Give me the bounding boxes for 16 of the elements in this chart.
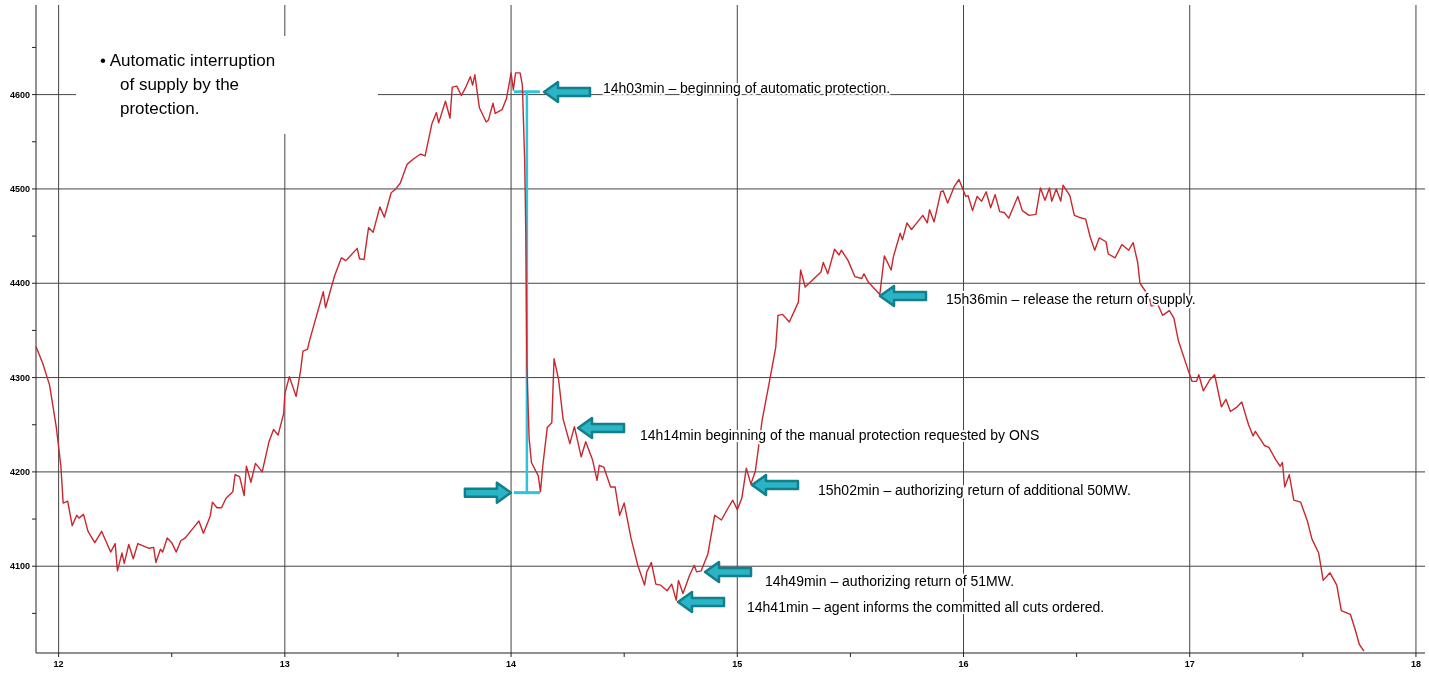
y-tick-label: 4400 (9, 278, 30, 289)
x-tick-label: 18 (1410, 659, 1421, 669)
x-tick-label: 17 (1184, 659, 1195, 669)
y-tick-label: 4600 (9, 89, 30, 100)
y-tick-label: 4300 (9, 372, 30, 383)
line-series (35, 72, 1365, 652)
annotation: • Automatic interruption of supply by the protection. (100, 51, 276, 118)
x-tick-label: 15 (732, 659, 743, 669)
x-tick-label: 14 (506, 659, 517, 669)
y-tick-label: 4500 (9, 184, 30, 195)
y-tick-label: 4100 (9, 561, 30, 572)
annotation: 15h02min – authorizing return of additional 50MW. (818, 482, 1131, 498)
x-tick-label: 13 (279, 659, 290, 669)
x-tick-label: 16 (958, 659, 969, 669)
y-tick-label: 4200 (9, 467, 30, 478)
x-tick-label: 12 (53, 659, 64, 669)
